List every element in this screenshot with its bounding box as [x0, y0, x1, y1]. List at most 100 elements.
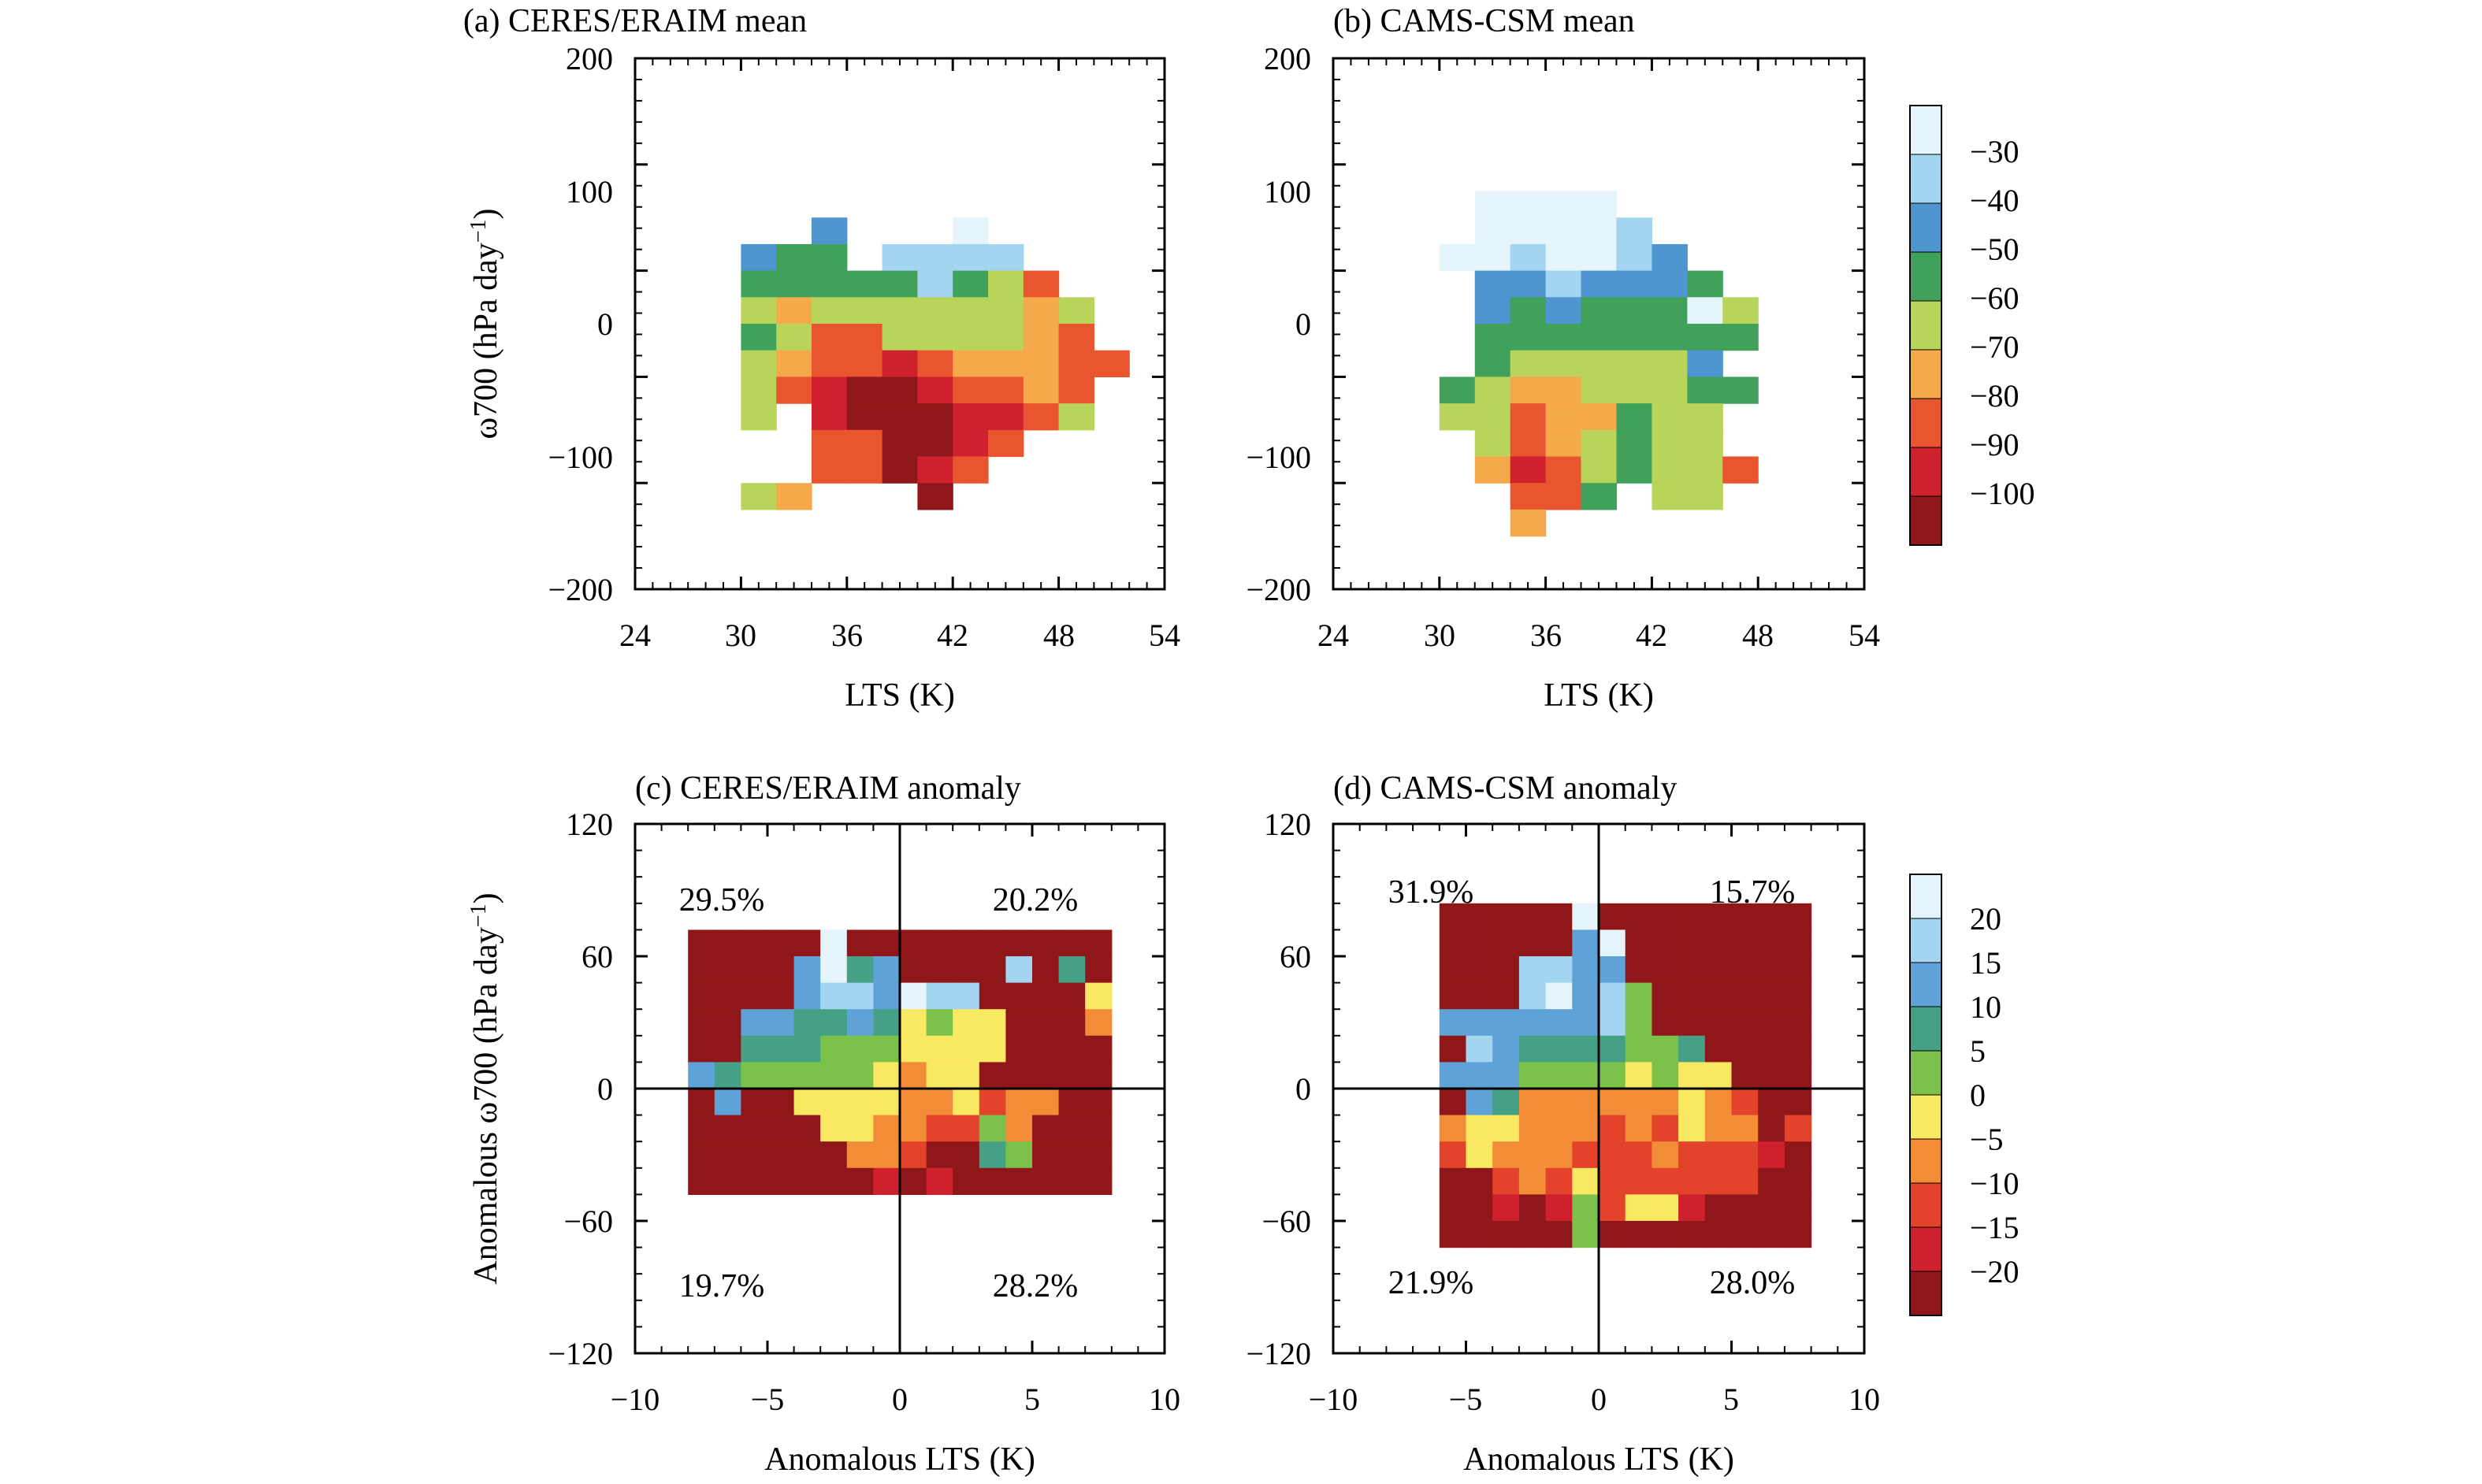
colorbar-anomaly-label: −20	[1970, 1254, 2019, 1289]
panel-c-ceres-eraim-anomaly: (c) CERES/ERAIM anomaly 29.5% 20.2% 19.7…	[466, 770, 1180, 1478]
heatmap-cell	[1616, 350, 1652, 377]
heatmap-cell	[1545, 243, 1582, 272]
panel-a-ytick: 200	[566, 41, 613, 76]
panel-b-cams-csm-mean: (b) CAMS-CSM mean 24 30 36 42 48 54 200 …	[1246, 3, 1880, 714]
heatmap-cell	[1599, 1089, 1626, 1116]
heatmap-cell	[882, 270, 918, 298]
heatmap-cell	[1545, 1115, 1573, 1142]
heatmap-cell	[1085, 982, 1113, 1010]
colorbar-mean: −30 −40 −50 −60 −70 −80 −90 −100	[1909, 105, 2035, 546]
colorbar-swatch	[1909, 447, 1942, 497]
heatmap-cell	[1599, 1035, 1626, 1063]
heatmap-cell	[1731, 929, 1759, 957]
heatmap-cell	[873, 1062, 901, 1089]
heatmap-cell	[926, 1089, 953, 1116]
heatmap-cell	[1439, 929, 1467, 957]
heatmap-cell	[812, 456, 848, 484]
heatmap-cell	[1058, 1089, 1086, 1116]
heatmap-cell	[953, 350, 989, 377]
heatmap-cell	[776, 243, 812, 272]
heatmap-cell	[1466, 1194, 1493, 1222]
colorbar-anomaly-label: 0	[1970, 1078, 1986, 1113]
heatmap-cell	[979, 1035, 1006, 1063]
heatmap-cell	[1032, 929, 1060, 957]
heatmap-cell	[1599, 903, 1626, 930]
heatmap-cell	[1784, 1194, 1812, 1222]
heatmap-cell	[1545, 903, 1573, 930]
heatmap-cell	[1784, 1062, 1812, 1089]
heatmap-cell	[1058, 350, 1094, 377]
heatmap-cell	[882, 456, 918, 484]
panel-a-ylabel: ω700 (hPa day−1)	[466, 208, 504, 439]
heatmap-cell	[1474, 403, 1511, 431]
heatmap-cell	[793, 1062, 821, 1089]
heatmap-cell	[873, 1141, 901, 1169]
heatmap-cell	[812, 403, 848, 431]
panel-d-xtick: 5	[1723, 1382, 1739, 1417]
colorbar-mean-label: −90	[1970, 427, 2019, 462]
panel-d-pct-bottom-left: 21.9%	[1388, 1265, 1474, 1301]
heatmap-cell	[741, 956, 768, 984]
heatmap-cell	[741, 1035, 768, 1063]
heatmap-cell	[846, 1009, 874, 1037]
heatmap-cell	[767, 1167, 795, 1195]
heatmap-cell	[1492, 1141, 1520, 1169]
colorbar-mean-label: −40	[1970, 183, 2019, 218]
heatmap-cell	[882, 350, 918, 377]
colorbar-swatch	[1909, 918, 1942, 963]
heatmap-cell	[1492, 956, 1520, 984]
heatmap-cell	[1439, 377, 1476, 404]
heatmap-cell	[1466, 1167, 1493, 1195]
heatmap-cell	[820, 1035, 848, 1063]
heatmap-cell	[1731, 982, 1759, 1010]
heatmap-cell	[793, 1009, 821, 1037]
heatmap-cell	[1652, 429, 1688, 458]
colorbar-mean-label: −70	[1970, 329, 2019, 365]
heatmap-cell	[1625, 929, 1652, 957]
heatmap-cell	[1005, 1141, 1033, 1169]
heatmap-cell	[776, 324, 812, 351]
heatmap-cell	[1474, 297, 1511, 325]
heatmap-cell	[1758, 1221, 1785, 1248]
heatmap-cell	[1545, 1141, 1573, 1169]
heatmap-cell	[1758, 956, 1785, 984]
heatmap-cell	[846, 377, 883, 404]
heatmap-cell	[953, 956, 980, 984]
heatmap-cell	[953, 1009, 980, 1037]
heatmap-cell	[688, 1141, 715, 1169]
heatmap-cell	[1085, 1167, 1113, 1195]
heatmap-cell	[900, 1035, 927, 1063]
heatmap-cell	[979, 1089, 1006, 1116]
heatmap-cell	[1023, 350, 1060, 377]
heatmap-cell	[1492, 1089, 1520, 1116]
heatmap-cell	[1722, 297, 1759, 325]
heatmap-cell	[846, 324, 883, 351]
heatmap-cell	[1625, 1221, 1652, 1248]
colorbar-anomaly-label: −10	[1970, 1166, 2019, 1201]
heatmap-cell	[820, 982, 848, 1010]
heatmap-cell	[1545, 929, 1573, 957]
heatmap-cell	[1625, 1062, 1652, 1089]
panel-d-ytick: 120	[1264, 807, 1311, 842]
heatmap-cell	[1687, 270, 1723, 298]
heatmap-cell	[767, 982, 795, 1010]
heatmap-cell	[1439, 1194, 1467, 1222]
heatmap-cell	[953, 403, 989, 431]
heatmap-cell	[1510, 509, 1547, 537]
heatmap-cell	[988, 297, 1024, 325]
heatmap-cell	[714, 1062, 741, 1089]
panel-a-xlabel: LTS (K)	[845, 677, 955, 714]
heatmap-cell	[1652, 270, 1688, 298]
heatmap-cell	[1581, 297, 1618, 325]
heatmap-cell	[900, 1062, 927, 1089]
heatmap-cell	[1616, 217, 1652, 245]
colorbar-anomaly-label: 10	[1970, 989, 2001, 1025]
heatmap-cell	[1731, 1194, 1759, 1222]
colorbar-anomaly-frame	[1909, 874, 1942, 1316]
colorbar-anomaly-label: 5	[1970, 1033, 1986, 1069]
heatmap-cell	[741, 324, 777, 351]
heatmap-cell	[1652, 1009, 1679, 1037]
heatmap-cell	[1704, 1194, 1733, 1222]
heatmap-cell	[1731, 1062, 1759, 1089]
panel-c-xtick: 5	[1024, 1382, 1040, 1417]
